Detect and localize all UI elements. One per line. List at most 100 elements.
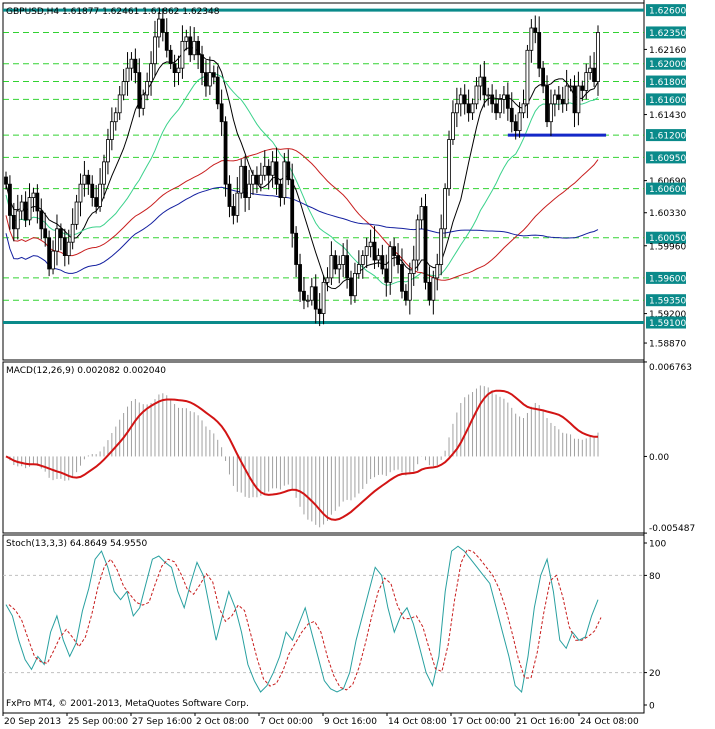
time-tick-label: 20 Sep 2013 <box>4 717 61 727</box>
candle-body <box>505 94 510 109</box>
candle-body <box>552 94 557 105</box>
candle-body <box>160 18 165 33</box>
candle-body <box>549 103 553 123</box>
candle-body <box>270 161 275 176</box>
candle-body <box>227 183 232 207</box>
price-tick-label: 1.59200 <box>649 310 686 320</box>
time-tick-label: 7 Oct 00:00 <box>260 717 313 727</box>
price-label: 1.59350 <box>649 297 686 307</box>
candle-body <box>219 103 224 123</box>
candle-body <box>23 201 28 221</box>
candle-body <box>74 201 79 225</box>
price-tick-label: 1.58870 <box>649 340 686 350</box>
candle-body <box>368 241 373 248</box>
stoch-tick-label: 20 <box>649 669 661 679</box>
candle-body <box>31 192 36 198</box>
candle-body <box>243 165 248 198</box>
candle-body <box>8 183 12 216</box>
candle-body <box>364 246 369 256</box>
candle-body <box>502 94 506 100</box>
candle-body <box>470 103 475 114</box>
candle-body <box>184 36 189 42</box>
price-label-box <box>646 316 686 329</box>
candle-body <box>337 264 342 270</box>
candle-body <box>239 165 244 194</box>
candle-body <box>121 81 126 96</box>
candle-body <box>274 161 279 185</box>
price-label: 1.62600 <box>649 7 686 17</box>
candle-body <box>513 121 518 132</box>
candle-body <box>423 206 428 283</box>
price-label: 1.59600 <box>649 274 686 284</box>
candle-body <box>298 264 302 292</box>
candle-body <box>133 58 138 74</box>
candle-body <box>376 255 381 261</box>
candle-body <box>102 161 106 185</box>
candle-body <box>309 286 314 301</box>
candle-body <box>407 273 412 301</box>
candle-body <box>294 232 299 265</box>
chart-panels <box>2 0 645 714</box>
candle-body <box>125 67 130 82</box>
candle-body <box>255 174 259 185</box>
candle-body <box>86 174 91 185</box>
candle-body <box>231 206 236 216</box>
candle-body <box>435 264 440 279</box>
candle-body <box>353 273 357 297</box>
ma-fast-line <box>5 47 599 290</box>
price-label: 1.60050 <box>649 234 686 244</box>
candle-body <box>70 223 75 243</box>
price-tick-label: 1.62160 <box>649 46 686 56</box>
candle-body <box>251 174 255 185</box>
candle-body <box>58 228 63 239</box>
price-label-box <box>646 182 686 195</box>
price-label-box <box>646 151 686 164</box>
candle-body <box>180 40 185 69</box>
candle-body <box>207 72 212 87</box>
candle-body <box>200 54 204 74</box>
macd-tick-label: -0.005487 <box>649 524 695 534</box>
candle-body <box>403 290 408 301</box>
candle-body <box>27 197 32 221</box>
candle-body <box>419 206 424 221</box>
time-tick-label: 9 Oct 16:00 <box>324 717 377 727</box>
candle-body <box>592 67 596 82</box>
candle-body <box>153 36 157 65</box>
candle-body <box>247 183 251 198</box>
candle-body <box>211 72 216 78</box>
candle-body <box>580 85 585 91</box>
candle-body <box>356 264 361 274</box>
candle-body <box>384 268 389 283</box>
candle-body <box>235 192 240 216</box>
price-label-box <box>646 271 686 284</box>
candle-body <box>113 112 118 123</box>
price-label: 1.60950 <box>649 154 686 164</box>
candle-body <box>313 286 318 310</box>
candle-body <box>157 18 161 38</box>
candle-body <box>498 98 502 114</box>
candle-body <box>90 183 95 198</box>
candle-body <box>431 277 436 301</box>
candle-body <box>560 98 565 105</box>
ma-red-line <box>5 148 599 281</box>
candle-body <box>78 183 83 203</box>
candle-body <box>62 237 67 256</box>
candle-body <box>392 246 397 256</box>
candle-body <box>168 49 173 65</box>
price-label: 1.61200 <box>649 132 686 142</box>
price-label-box <box>646 93 686 106</box>
candle-body <box>141 94 146 109</box>
candle-body <box>82 174 87 185</box>
candle-body <box>572 85 577 114</box>
stoch-main-line <box>5 545 599 694</box>
candle-body <box>443 188 447 230</box>
stoch-header: Stoch(13,3,3) 64.8649 54.9550 <box>6 539 147 549</box>
candle-body <box>266 165 271 176</box>
panel-frame-3 <box>2 534 645 714</box>
ma-blue-line <box>5 186 599 274</box>
candle-body <box>576 85 581 114</box>
price-tick-label: 1.61430 <box>649 111 686 121</box>
candle-body <box>482 76 487 96</box>
candle-body <box>588 67 593 74</box>
candle-body <box>494 103 498 114</box>
